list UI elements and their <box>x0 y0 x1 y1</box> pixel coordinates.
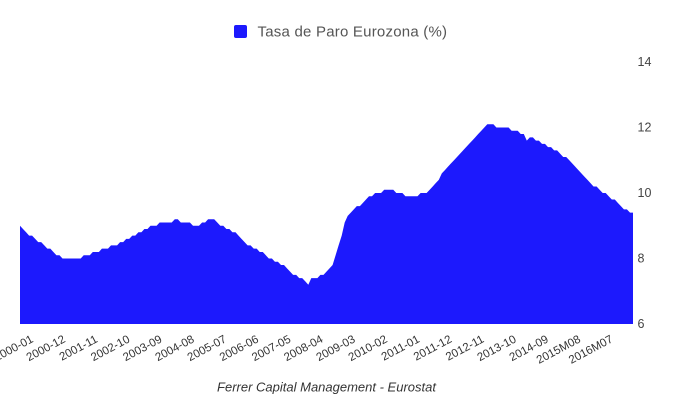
svg-text:6: 6 <box>638 317 645 331</box>
svg-text:8: 8 <box>638 252 645 266</box>
svg-text:10: 10 <box>638 186 652 200</box>
svg-text:14: 14 <box>638 55 652 69</box>
svg-text:Tasa de Paro Eurozona (%): Tasa de Paro Eurozona (%) <box>258 24 448 41</box>
svg-text:Ferrer Capital Management - Eu: Ferrer Capital Management - Eurostat <box>217 380 437 395</box>
svg-text:12: 12 <box>638 121 652 135</box>
